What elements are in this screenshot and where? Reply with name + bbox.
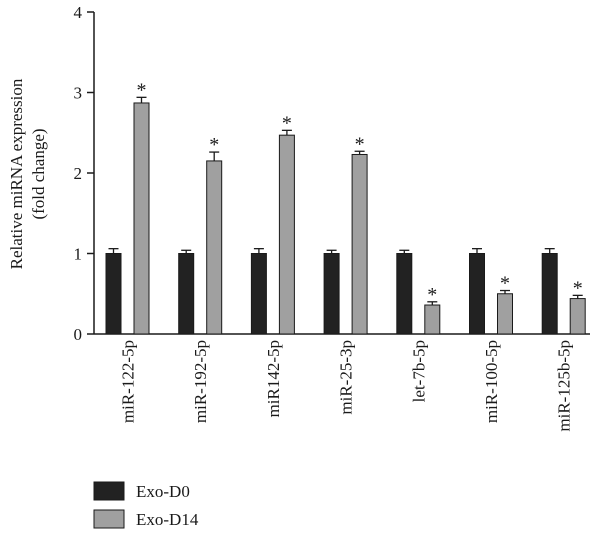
x-category-label: miR-192-5p <box>191 340 210 423</box>
x-category-label: miR-25-3p <box>337 340 356 415</box>
bars-group: * * * * * * * <box>105 79 586 335</box>
bar-exo-d0-mir-125b-5p <box>541 253 558 335</box>
bar-exo-d0-mir142-5p <box>250 253 267 335</box>
significance-marker: * <box>137 79 147 101</box>
x-category-label: let-7b-5p <box>409 340 428 402</box>
bar-exo-d0-mir-192-5p <box>178 253 195 335</box>
y-tick-label: 2 <box>74 164 83 183</box>
x-category-label: miR-122-5p <box>119 340 138 423</box>
bar-exo-d0-let-7b-5p <box>396 253 413 335</box>
bar-exo-d14-mir-25-3p <box>351 153 368 335</box>
bar-exo-d0-mir-122-5p <box>105 253 122 335</box>
bar-exo-d14-mir-122-5p <box>133 102 150 335</box>
y-axis-title-line1: Relative miRNA expression <box>7 78 26 269</box>
significance-marker: * <box>209 134 219 156</box>
y-tick-label: 1 <box>74 245 83 264</box>
significance-marker: * <box>355 133 365 155</box>
y-tick-label: 3 <box>74 84 83 103</box>
significance-marker: * <box>500 273 510 295</box>
bar-exo-d14-mir-125b-5p <box>569 298 586 335</box>
bar-exo-d0-mir-25-3p <box>323 253 340 335</box>
significance-marker: * <box>427 284 437 306</box>
significance-marker: * <box>573 277 583 299</box>
bar-exo-d14-mir-192-5p <box>206 160 223 335</box>
x-category-label: miR-125b-5p <box>555 340 574 432</box>
bar-exo-d0-mir-100-5p <box>469 253 485 335</box>
bar-exo-d14-let-7b-5p <box>424 304 441 335</box>
y-tick-label: 0 <box>74 325 83 344</box>
x-category-label: miR-100-5p <box>482 340 501 423</box>
legend-swatch-exo-d0 <box>93 481 125 501</box>
y-axis-title-line2: (fold change) <box>29 128 48 219</box>
legend-label-exo-d0: Exo-D0 <box>136 482 190 501</box>
y-tick-label: 4 <box>74 3 83 22</box>
bar-exo-d14-mir-100-5p <box>497 293 513 335</box>
x-category-label: miR142-5p <box>264 340 283 417</box>
category-labels: miR-122-5p miR-192-5p miR142-5p miR-25-3p le… <box>119 340 574 432</box>
legend-swatch-exo-d14 <box>93 509 125 529</box>
y-axis-title: Relative miRNA expression (fold change) <box>7 78 48 269</box>
legend: Exo-D0 Exo-D14 <box>93 481 199 529</box>
bar-exo-d14-mir142-5p <box>278 134 295 335</box>
significance-marker: * <box>282 112 292 134</box>
legend-label-exo-d14: Exo-D14 <box>136 510 199 529</box>
y-axis-ticks: 0 1 2 3 4 <box>74 3 94 344</box>
